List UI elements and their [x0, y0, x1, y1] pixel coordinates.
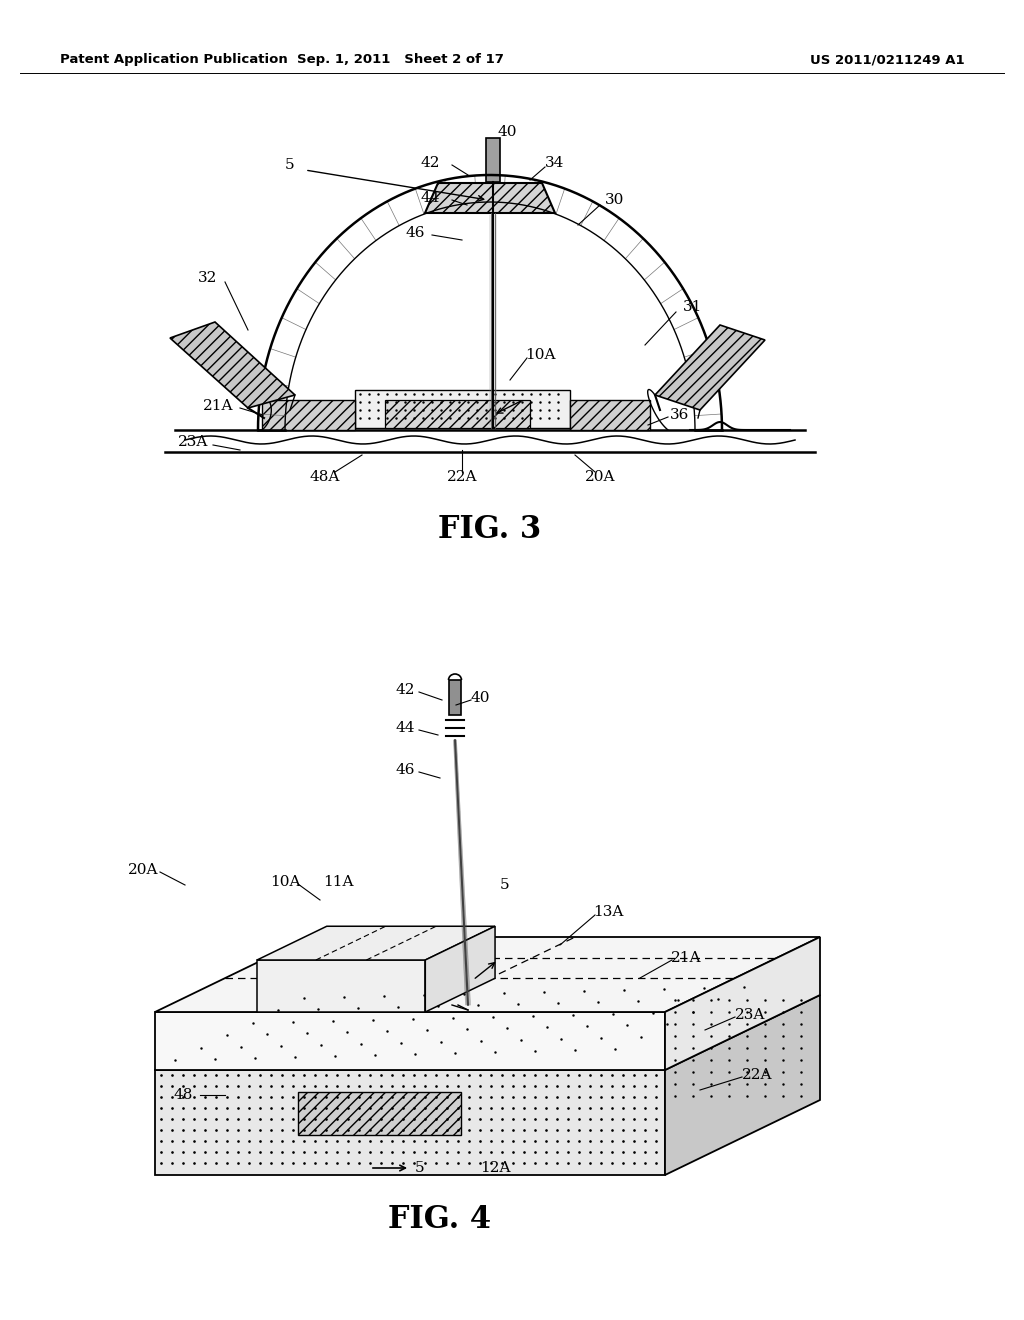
- Polygon shape: [298, 1092, 461, 1135]
- Polygon shape: [155, 1012, 665, 1071]
- Polygon shape: [449, 680, 461, 715]
- Text: 32: 32: [199, 271, 218, 285]
- Text: 23A: 23A: [178, 436, 208, 449]
- Text: 34: 34: [546, 156, 564, 170]
- Text: 20A: 20A: [128, 863, 159, 876]
- Text: 31: 31: [683, 300, 702, 314]
- Polygon shape: [385, 400, 530, 428]
- Polygon shape: [257, 960, 425, 1012]
- Text: 48A: 48A: [310, 470, 340, 484]
- Text: 5: 5: [286, 158, 295, 172]
- Text: 36: 36: [671, 408, 690, 422]
- Text: Sep. 1, 2011   Sheet 2 of 17: Sep. 1, 2011 Sheet 2 of 17: [297, 54, 504, 66]
- Text: US 2011/0211249 A1: US 2011/0211249 A1: [810, 54, 965, 66]
- Text: 20A: 20A: [585, 470, 615, 484]
- Polygon shape: [486, 139, 500, 182]
- Text: 40: 40: [470, 690, 489, 705]
- Text: 40: 40: [498, 125, 517, 139]
- Polygon shape: [665, 995, 820, 1175]
- Text: 13A: 13A: [593, 906, 624, 919]
- Text: 30: 30: [605, 193, 625, 207]
- Polygon shape: [170, 322, 295, 408]
- Text: 12A: 12A: [480, 1162, 510, 1175]
- Polygon shape: [155, 1071, 665, 1175]
- Text: 21A: 21A: [671, 950, 701, 965]
- Polygon shape: [155, 995, 820, 1071]
- Text: 42: 42: [395, 682, 415, 697]
- Polygon shape: [425, 927, 495, 1012]
- Text: 10A: 10A: [269, 875, 300, 888]
- Text: 46: 46: [395, 763, 415, 777]
- Text: 5: 5: [415, 1162, 425, 1175]
- Text: 11A: 11A: [323, 875, 353, 888]
- Polygon shape: [257, 927, 495, 960]
- Polygon shape: [665, 937, 820, 1071]
- Text: 42: 42: [420, 156, 439, 170]
- Polygon shape: [425, 183, 555, 213]
- Text: 22A: 22A: [741, 1068, 772, 1082]
- Text: 10A: 10A: [524, 348, 555, 362]
- Polygon shape: [570, 400, 650, 430]
- Text: FIG. 3: FIG. 3: [438, 515, 542, 545]
- Polygon shape: [655, 325, 765, 411]
- Text: 21A: 21A: [203, 399, 233, 413]
- Polygon shape: [155, 937, 820, 1012]
- Text: 22A: 22A: [446, 470, 477, 484]
- Text: 23A: 23A: [735, 1008, 765, 1022]
- Text: 48: 48: [173, 1088, 193, 1102]
- Text: 5: 5: [500, 878, 510, 892]
- Text: 44: 44: [420, 191, 439, 205]
- Text: 44: 44: [395, 721, 415, 735]
- Text: FIG. 4: FIG. 4: [388, 1204, 492, 1236]
- Text: 46: 46: [406, 226, 425, 240]
- Polygon shape: [262, 400, 355, 430]
- Text: Patent Application Publication: Patent Application Publication: [60, 54, 288, 66]
- Polygon shape: [355, 389, 570, 428]
